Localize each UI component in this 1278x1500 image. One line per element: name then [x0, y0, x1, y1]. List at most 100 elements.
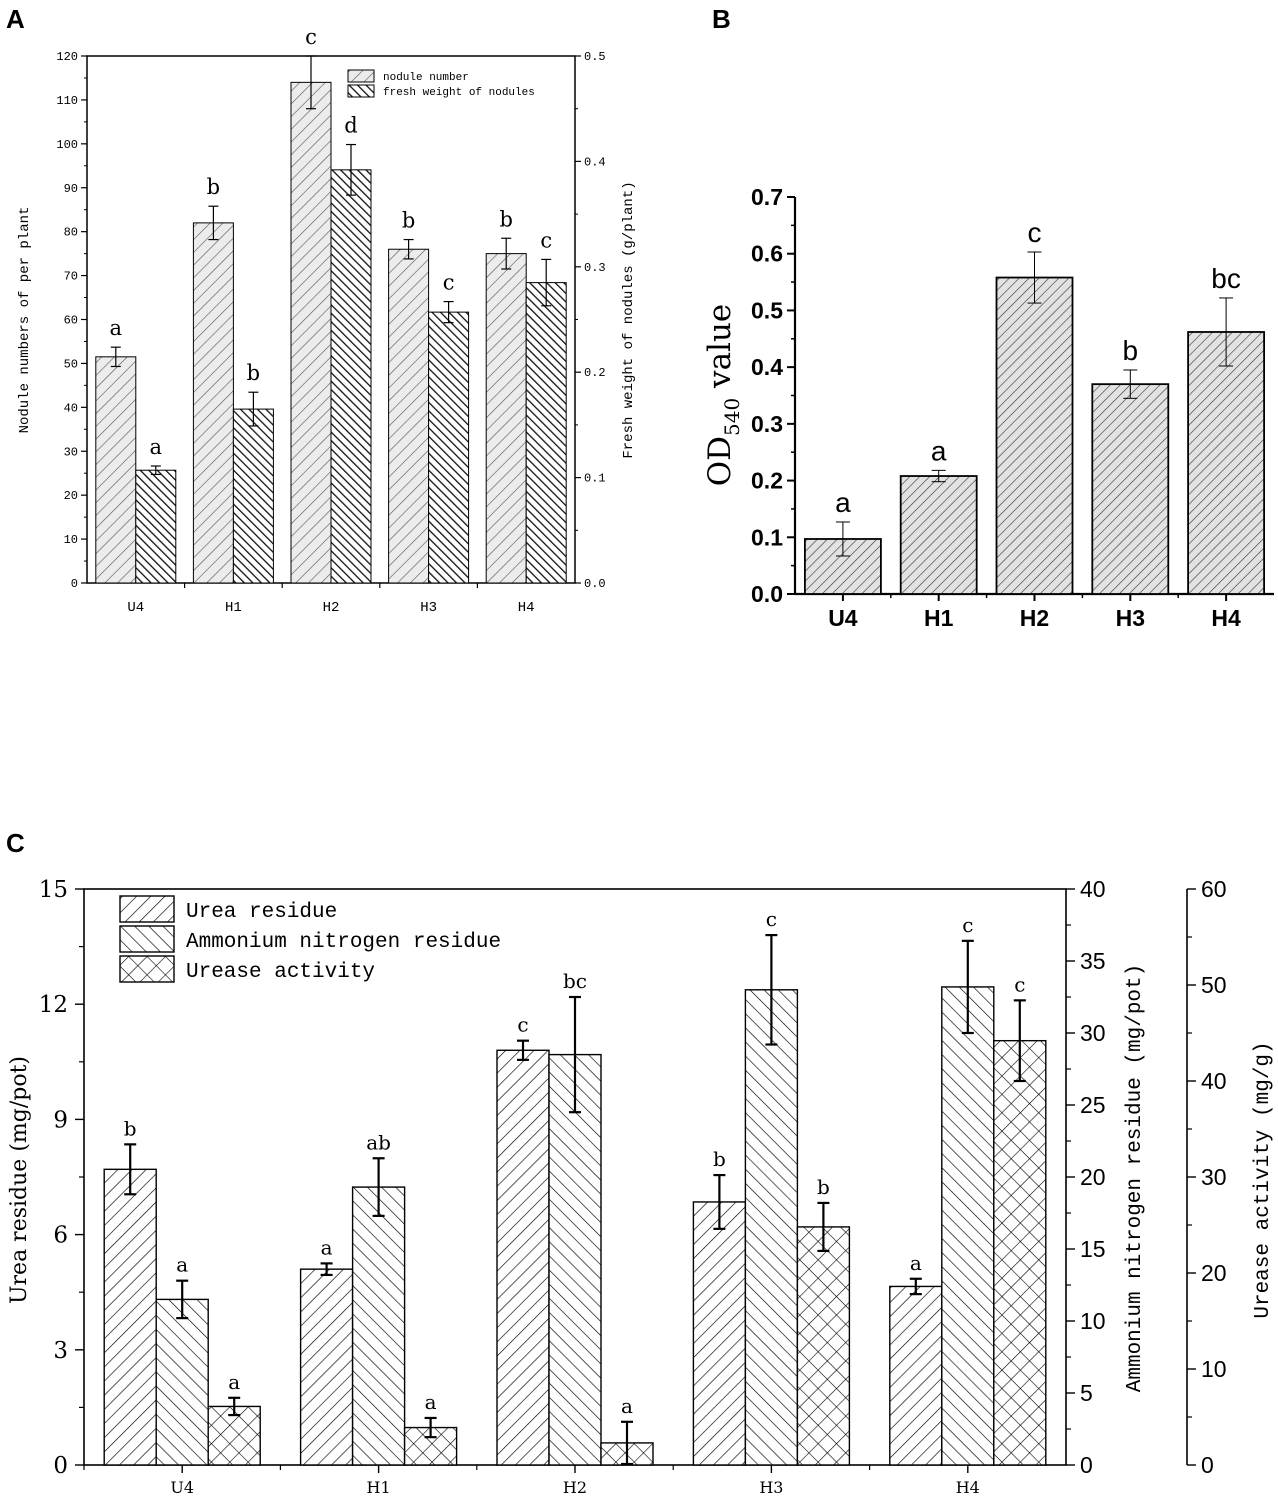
error-bar-urea-residue: [517, 1039, 529, 1061]
bar-ammonium-nitrogen: [351, 1186, 406, 1466]
significance-letter-urease-activity: a: [621, 1394, 633, 1418]
y-axis-label-tail: value: [702, 304, 738, 398]
chart-a: 0 10 20 30 40 50 60 70 80 90 100 110 120 0.0 0.1 0.2 0.3…: [17, 25, 637, 616]
y-tick-label: 0.0: [751, 581, 783, 607]
y2-tick-label: 0.0: [584, 577, 606, 591]
x-tick-label: H4: [956, 1478, 980, 1497]
y-axis-label: Urea residue (mg/pot): [7, 1056, 32, 1304]
y-tick-label: 9: [53, 1107, 68, 1133]
significance-letter-od540: b: [1123, 335, 1139, 366]
y-tick-label: 40: [64, 401, 78, 415]
y-tick-label: 80: [64, 226, 78, 240]
bar-od540: [899, 475, 978, 595]
y3-tick-label: 20: [1201, 1260, 1227, 1286]
bar-urea-residue: [496, 1049, 550, 1466]
y3-tick-label: 40: [1201, 1068, 1227, 1094]
significance-letter-fresh-weight: c: [443, 271, 455, 295]
significance-letter-ammonium-nitrogen: c: [962, 913, 973, 937]
error-bar-od540: [1123, 369, 1138, 399]
y-tick-label: 0.3: [751, 411, 783, 437]
error-bar-urea-residue: [713, 1173, 726, 1230]
error-bar-urease-activity: [424, 1416, 437, 1439]
y2-tick-label: 20: [1080, 1164, 1106, 1190]
significance-letter-urea-residue: a: [321, 1235, 333, 1259]
error-bar-od540: [1219, 297, 1234, 367]
legend-swatch-fresh-weight: [347, 84, 375, 98]
legend-label-ammonium-nitrogen: Ammonium nitrogen residue: [186, 931, 501, 954]
panel-label-b: B: [712, 4, 731, 34]
legend: Urea residue Ammonium nitrogen residue Ure…: [119, 895, 501, 984]
significance-letter-ammonium-nitrogen: c: [766, 907, 777, 931]
x-tick-label: H3: [759, 1478, 783, 1497]
y3-tick-label: 0: [1201, 1452, 1214, 1478]
y-tick-label: 110: [56, 94, 78, 108]
y-tick-label: 20: [64, 489, 78, 503]
y2-tick-label: 40: [1080, 876, 1106, 902]
significance-letter-nodule-number: b: [499, 207, 512, 231]
significance-letter-urea-residue: b: [124, 1116, 137, 1140]
chart-b: 0.0 0.1 0.2 0.3 0.4 0.5 0.6 0.7 U4 a H1 a H2 c H3 b H4 bc…: [702, 184, 1274, 631]
error-bar-urea-residue: [124, 1143, 137, 1196]
bar-od540: [1091, 383, 1170, 595]
x-tick-label: H4: [1211, 605, 1241, 631]
x-tick-label: U4: [127, 600, 144, 616]
y2-tick-label: 30: [1080, 1020, 1106, 1046]
significance-letter-nodule-number: b: [207, 175, 220, 199]
error-bar-nodule-number: [501, 237, 512, 270]
y-tick-label: 50: [64, 357, 78, 371]
y-tick-label: 0.1: [751, 524, 783, 550]
y3-tick-label: 60: [1201, 876, 1227, 902]
legend-swatch-ammonium-nitrogen: [119, 925, 175, 953]
y-tick-label: 0: [71, 577, 78, 591]
error-bar-fresh-weight: [248, 391, 259, 427]
legend: nodule number fresh weight of nodules: [347, 69, 535, 99]
bar-ammonium-nitrogen: [941, 986, 995, 1466]
y-tick-label: 100: [56, 138, 78, 152]
y3-tick-label: 30: [1201, 1164, 1227, 1190]
y-tick-label: 0.7: [751, 184, 783, 210]
chart-c: 0 3 6 9 12 15 0 5 10 15 20 25 30 35 40 0 10 20 30 40 50 60 U4 b…: [7, 876, 1275, 1497]
significance-letter-nodule-number: c: [305, 25, 317, 49]
significance-letter-fresh-weight: c: [540, 228, 552, 252]
y-tick-label: 90: [64, 182, 78, 196]
significance-letter-urea-residue: b: [713, 1147, 726, 1171]
bar-ammonium-nitrogen: [155, 1298, 209, 1466]
significance-letter-od540: c: [1028, 217, 1042, 248]
bar-urea-residue: [299, 1268, 354, 1466]
y2-tick-label: 15: [1080, 1236, 1106, 1262]
x-tick-label: H2: [1020, 605, 1049, 631]
y2-tick-label: 5: [1080, 1380, 1093, 1406]
y-tick-label: 30: [64, 445, 78, 459]
significance-letter-fresh-weight: b: [247, 361, 260, 385]
y-tick-label: 0: [53, 1453, 68, 1479]
error-bar-od540: [835, 521, 850, 557]
panel-label-c: C: [6, 828, 25, 858]
y-tick-label: 0.5: [751, 297, 783, 323]
legend-swatch-urease-activity: [119, 955, 175, 983]
significance-letter-od540: a: [835, 487, 851, 518]
bar-urea-residue: [692, 1201, 747, 1466]
x-tick-label: H3: [1116, 605, 1145, 631]
y3-tick-label: 50: [1201, 972, 1227, 998]
significance-letter-ammonium-nitrogen: bc: [563, 969, 587, 993]
y2-tick-label: 10: [1080, 1308, 1106, 1334]
significance-letter-urea-residue: c: [517, 1013, 528, 1037]
error-bar-urea-residue: [909, 1277, 922, 1296]
y-tick-label: 0.2: [751, 468, 783, 494]
legend-swatch-urea-residue: [119, 895, 175, 923]
legend-swatch-nodule-number: [347, 69, 375, 83]
error-bar-nodule-number: [110, 346, 121, 368]
bar-fresh-weight: [428, 311, 470, 584]
y2-tick-label: 0.2: [584, 366, 606, 380]
y-axis-label-main: OD: [702, 436, 738, 486]
significance-letter-fresh-weight: d: [344, 114, 357, 138]
legend-label-nodule-number: nodule number: [383, 72, 469, 84]
y2-axis-label: Fresh weight of nodules (g/plant): [621, 181, 637, 458]
x-tick-label: H2: [563, 1478, 587, 1497]
significance-letter-urease-activity: a: [425, 1390, 437, 1414]
y-tick-label: 60: [64, 314, 78, 328]
error-bar-urease-activity: [621, 1420, 633, 1466]
significance-letter-urea-residue: a: [910, 1251, 922, 1275]
error-bar-nodule-number: [208, 205, 219, 241]
bar-od540: [995, 276, 1074, 595]
